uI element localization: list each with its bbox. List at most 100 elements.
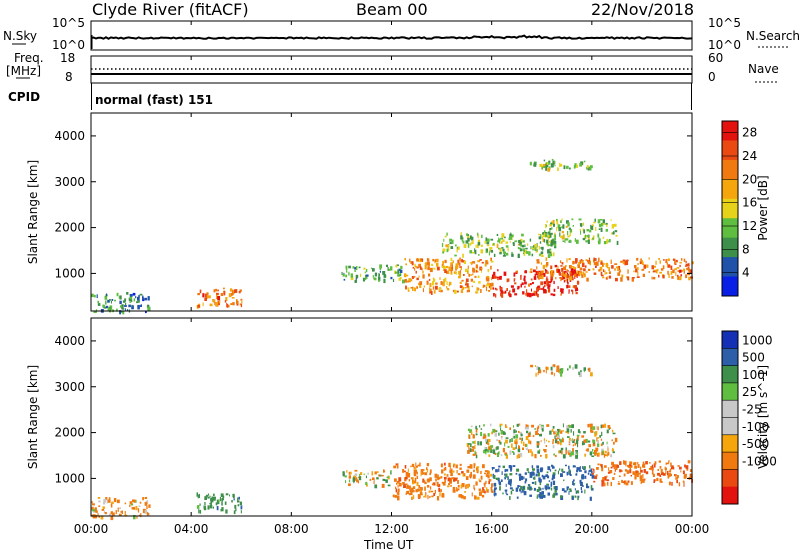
data-cell xyxy=(493,271,496,276)
data-cell xyxy=(572,482,576,485)
data-cell xyxy=(461,483,465,488)
data-cell xyxy=(550,276,554,281)
data-cell xyxy=(506,288,508,291)
data-cell xyxy=(513,452,515,455)
data-cell xyxy=(593,261,597,266)
data-cell xyxy=(636,267,639,271)
data-cell xyxy=(359,273,362,277)
data-cell xyxy=(569,167,571,170)
data-cell xyxy=(547,254,551,258)
data-cell xyxy=(523,278,526,281)
data-cell xyxy=(494,287,497,290)
data-cell xyxy=(125,308,127,311)
data-cell xyxy=(606,240,608,244)
data-cell xyxy=(477,469,479,472)
data-cell xyxy=(563,165,566,170)
data-cell xyxy=(688,276,691,281)
data-cell xyxy=(386,264,388,267)
data-cell xyxy=(653,269,656,272)
data-cell xyxy=(567,282,569,285)
data-cell xyxy=(451,468,453,472)
data-cell xyxy=(447,270,450,275)
data-cell xyxy=(588,469,592,472)
data-cell xyxy=(553,223,555,227)
data-cell xyxy=(475,454,478,459)
data-cell xyxy=(607,425,611,429)
data-cell xyxy=(534,243,538,248)
data-cell xyxy=(519,476,522,481)
data-cell xyxy=(686,263,690,267)
data-cell xyxy=(512,288,516,293)
data-cell xyxy=(568,452,570,455)
data-cell xyxy=(612,232,615,235)
data-cell xyxy=(668,460,670,463)
data-cell xyxy=(595,261,599,266)
data-cell xyxy=(437,474,439,479)
data-cell xyxy=(396,482,398,485)
data-cell xyxy=(485,439,489,444)
data-cell xyxy=(565,225,568,228)
data-cell xyxy=(413,481,417,484)
data-cell xyxy=(577,443,579,448)
data-cell xyxy=(412,486,416,489)
data-cell xyxy=(646,264,649,268)
data-cell xyxy=(137,300,140,303)
data-cell xyxy=(560,441,562,446)
data-cell xyxy=(665,469,667,475)
data-cell xyxy=(575,292,578,295)
data-cell xyxy=(93,294,96,298)
data-cell xyxy=(488,454,491,457)
data-cell xyxy=(484,447,488,452)
data-cell xyxy=(560,495,563,498)
data-cell xyxy=(493,293,495,297)
data-cell xyxy=(474,450,476,455)
data-cell xyxy=(545,445,547,447)
data-cell xyxy=(586,448,589,452)
data-cell xyxy=(556,218,558,222)
data-cell xyxy=(499,423,503,426)
data-cell xyxy=(590,485,593,490)
data-cell xyxy=(569,232,571,237)
data-cell xyxy=(516,468,520,472)
data-cell xyxy=(480,244,483,247)
data-cell xyxy=(142,295,144,300)
data-cell xyxy=(583,229,585,234)
data-cell xyxy=(674,268,677,271)
data-cell xyxy=(413,467,417,470)
data-cell xyxy=(484,472,487,475)
data-cell xyxy=(419,462,421,467)
data-cell xyxy=(605,228,608,232)
data-cell xyxy=(136,515,138,519)
data-cell xyxy=(525,249,527,253)
data-cell xyxy=(545,439,547,442)
data-cell xyxy=(552,219,555,225)
data-cell xyxy=(547,466,551,471)
data-cell xyxy=(611,429,614,433)
data-cell xyxy=(534,454,537,459)
data-cell xyxy=(459,463,462,466)
data-cell xyxy=(593,480,596,483)
data-cell xyxy=(504,489,508,492)
data-cell xyxy=(490,449,492,453)
data-cell xyxy=(446,248,449,253)
data-cell xyxy=(531,453,534,457)
data-cell xyxy=(575,490,577,494)
data-cell xyxy=(212,299,216,303)
data-cell xyxy=(507,445,510,448)
freq-label: Freq. xyxy=(14,51,44,65)
data-cell xyxy=(387,267,389,271)
data-cell xyxy=(237,497,239,502)
time-axis-label: Time UT xyxy=(363,538,414,552)
data-cell xyxy=(602,236,605,239)
data-cell xyxy=(579,267,583,271)
data-cell xyxy=(574,275,576,277)
data-cell xyxy=(533,487,536,491)
data-cell xyxy=(601,482,604,487)
data-cell xyxy=(660,268,664,271)
data-cell xyxy=(473,469,475,473)
data-cell xyxy=(662,265,665,269)
data-cell xyxy=(562,240,565,242)
data-cell xyxy=(584,489,586,494)
data-cell xyxy=(450,472,453,477)
data-cell xyxy=(509,439,511,443)
